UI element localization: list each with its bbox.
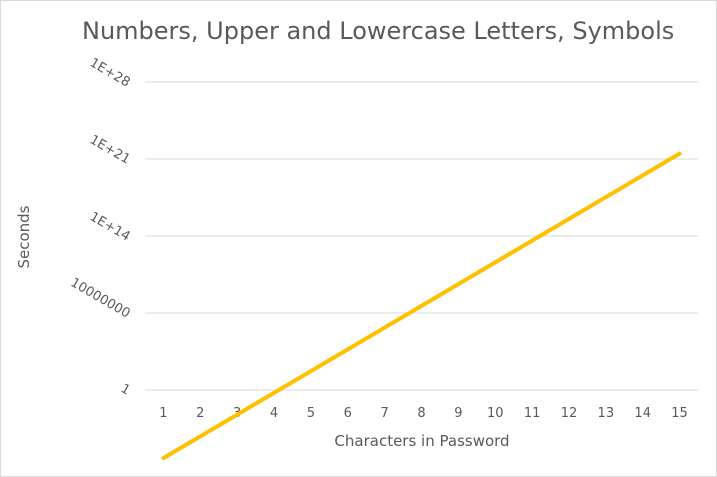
x-tick-label-6: 6 <box>344 406 352 421</box>
x-tick-label-14: 14 <box>634 406 651 421</box>
x-tick-label-9: 9 <box>454 406 462 421</box>
series-line-1 <box>161 151 682 461</box>
x-tick-label-4: 4 <box>270 406 278 421</box>
y-tick-label-5: 1E+28 <box>87 56 133 91</box>
y-tick-label-4: 1E+21 <box>87 133 133 168</box>
x-tick-label-7: 7 <box>380 406 388 421</box>
x-tick-label-13: 13 <box>598 406 615 421</box>
chart-title: Numbers, Upper and Lowercase Letters, Sy… <box>82 17 675 45</box>
y-tick-label-2: 10000000 <box>68 275 133 321</box>
x-axis-label: Characters in Password <box>334 432 510 450</box>
x-tick-label-1: 1 <box>159 406 167 421</box>
x-tick-label-11: 11 <box>524 406 541 421</box>
x-tick-label-2: 2 <box>196 406 204 421</box>
x-tick-label-10: 10 <box>487 406 504 421</box>
y-tick-label-3: 1E+14 <box>87 210 133 245</box>
x-tick-label-15: 15 <box>671 406 688 421</box>
y-tick-label-1: 1 <box>118 381 133 398</box>
x-tick-label-12: 12 <box>561 406 578 421</box>
x-tick-label-8: 8 <box>417 406 425 421</box>
x-tick-label-5: 5 <box>307 406 315 421</box>
